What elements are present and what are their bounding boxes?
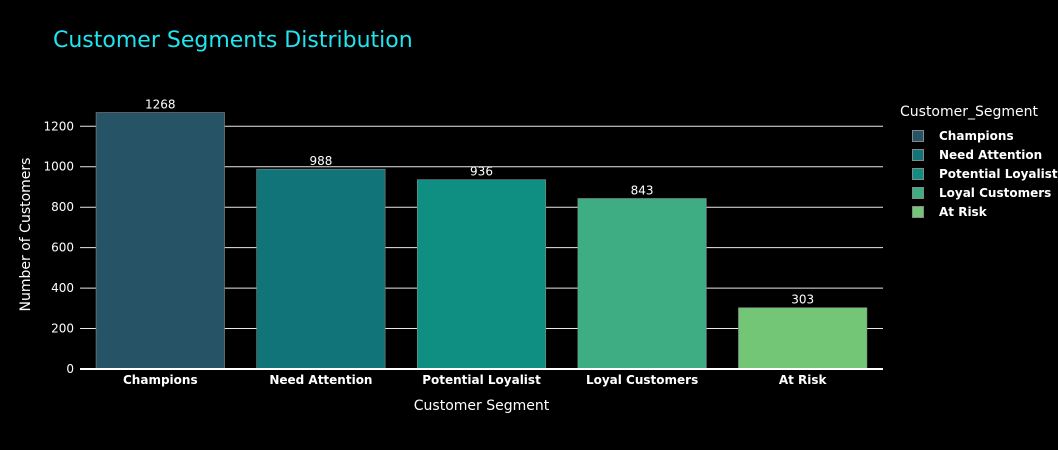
legend-swatch (912, 167, 924, 180)
bar-value-label: 988 (309, 154, 332, 168)
legend: Customer_Segment Champions Need Attention… (900, 104, 1058, 221)
bar-champions (95, 112, 225, 370)
x-tick-label: Need Attention (269, 373, 372, 387)
legend-item[interactable]: Potential Loyalist (900, 164, 1058, 183)
x-tick-label: Champions (123, 373, 198, 387)
legend-item[interactable]: Loyal Customers (900, 183, 1058, 202)
bar-potential-loyalist (416, 179, 547, 370)
bar-value-label: 1268 (145, 98, 176, 112)
legend-label: Potential Loyalist (939, 166, 1058, 181)
legend-label: At Risk (939, 204, 987, 219)
legend-label: Champions (939, 128, 1014, 143)
chart-title: Customer Segments Distribution (53, 28, 413, 53)
y-tick-label: 1000 (43, 160, 74, 174)
bar-value-label: 843 (631, 183, 654, 197)
y-tick-label: 1200 (43, 119, 74, 133)
y-tick-label: 800 (51, 200, 74, 214)
x-tick-label: Loyal Customers (586, 373, 698, 387)
bar-value-label: 303 (791, 293, 814, 307)
legend-item[interactable]: Need Attention (900, 145, 1058, 164)
legend-swatch (912, 148, 924, 161)
bar-need-attention (256, 168, 386, 370)
axes: 0 200 400 600 800 1000 1200 Champions Need Atten… (43, 119, 883, 387)
legend-title: Customer_Segment (900, 104, 1039, 120)
bar-value-label: 936 (470, 165, 493, 179)
x-tick-label: At Risk (779, 373, 828, 387)
y-tick-label: 400 (51, 281, 74, 295)
legend-item[interactable]: At Risk (900, 202, 1058, 221)
y-tick-label: 0 (66, 362, 74, 376)
legend-item[interactable]: Champions (900, 126, 1058, 145)
legend-swatch (912, 129, 924, 142)
legend-label: Need Attention (939, 147, 1043, 162)
y-axis-title: Number of Customers (18, 158, 34, 312)
bar-loyal-customers (577, 198, 707, 370)
legend-label: Loyal Customers (939, 185, 1052, 200)
data-labels: 1268 988 936 843 303 (145, 98, 814, 307)
x-axis-title: Customer Segment (414, 398, 550, 414)
legend-swatch (912, 205, 924, 218)
legend-items: Champions Need Attention Potential Loyalis… (900, 126, 1058, 221)
bars (95, 112, 868, 370)
legend-swatch (912, 186, 924, 199)
bar-at-risk (738, 307, 868, 370)
x-tick-label: Potential Loyalist (422, 373, 541, 387)
y-tick-label: 600 (51, 241, 74, 255)
y-tick-label: 200 (51, 322, 74, 336)
